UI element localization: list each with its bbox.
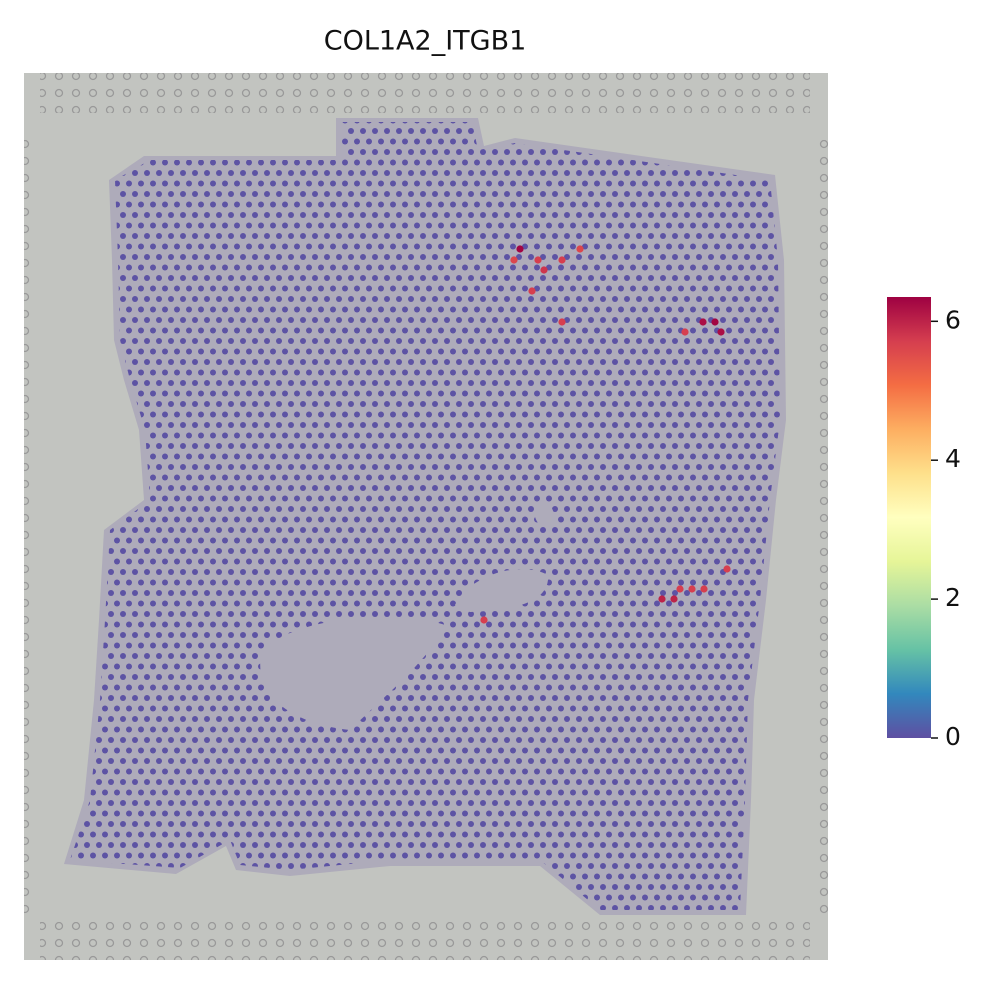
fiducials [24,140,35,920]
fiducials [812,140,828,920]
spot [699,318,707,326]
spot [480,616,488,624]
fiducials [40,73,810,113]
colorbar-tick-label: 0 [945,722,961,751]
spot [516,245,524,253]
spot [576,245,584,253]
spot [717,328,725,336]
chart-title: COL1A2_ITGB1 [324,26,527,57]
spot [510,256,518,264]
spot [688,585,696,593]
spot [540,266,548,274]
spot [681,328,689,336]
spot [658,595,666,603]
spot [558,318,566,326]
spot [700,585,708,593]
spot [670,595,678,603]
fiducials [40,922,810,960]
colorbar-tick-label: 4 [945,444,961,473]
spot [534,256,542,264]
spots [70,122,780,910]
plot-area [24,73,828,960]
colorbar [887,297,931,738]
colorbar-tick-label: 2 [945,583,961,612]
spot [711,318,719,326]
spot [676,585,684,593]
spot [558,256,566,264]
colorbar-tick-label: 6 [945,305,961,334]
spot [723,565,731,573]
spot [528,287,536,295]
